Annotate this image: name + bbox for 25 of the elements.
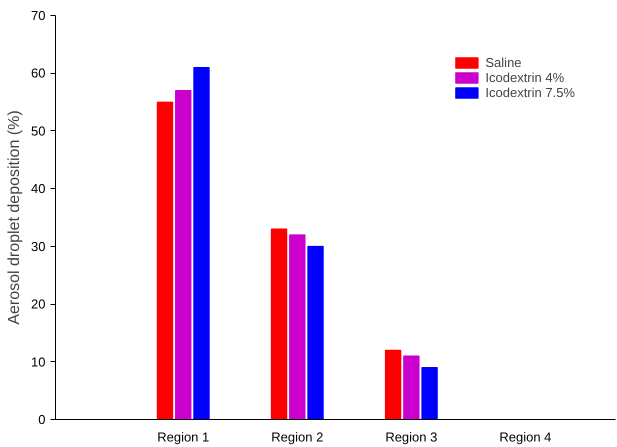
bar bbox=[384, 350, 402, 420]
y-axis-title: Aerosol droplet deposition (%) bbox=[6, 110, 24, 325]
x-tick-label: Region 1 bbox=[157, 430, 210, 444]
bar bbox=[193, 66, 210, 420]
bar bbox=[270, 228, 288, 420]
bar bbox=[156, 102, 174, 420]
x-tick-label: Region 2 bbox=[271, 430, 324, 444]
x-tick-label: Region 4 bbox=[499, 430, 552, 444]
bar bbox=[403, 356, 420, 420]
legend-label: Saline bbox=[485, 55, 522, 70]
y-tick-label: 30 bbox=[31, 238, 46, 254]
x-tick-label: Region 3 bbox=[385, 430, 438, 444]
y-tick-label: 40 bbox=[31, 181, 46, 196]
y-tick-label: 20 bbox=[31, 296, 46, 312]
bar bbox=[307, 246, 324, 420]
legend-label: Icodextrin 7.5% bbox=[485, 85, 575, 100]
y-tick-label: 70 bbox=[31, 8, 46, 23]
y-tick-label: 10 bbox=[31, 354, 46, 370]
bar bbox=[289, 234, 306, 420]
bar bbox=[421, 367, 438, 420]
legend-label: Icodextrin 4% bbox=[485, 70, 564, 85]
y-tick-label: 0 bbox=[38, 412, 46, 427]
bar bbox=[175, 90, 192, 420]
y-tick-label: 60 bbox=[31, 66, 46, 81]
y-tick-label: 50 bbox=[31, 123, 46, 138]
